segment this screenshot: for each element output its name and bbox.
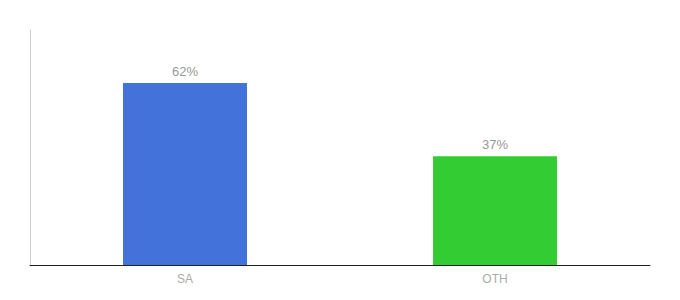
svg-text:SA: SA bbox=[177, 272, 193, 286]
svg-text:62%: 62% bbox=[172, 64, 198, 79]
svg-text:37%: 37% bbox=[482, 137, 508, 152]
svg-text:OTH: OTH bbox=[482, 272, 507, 286]
